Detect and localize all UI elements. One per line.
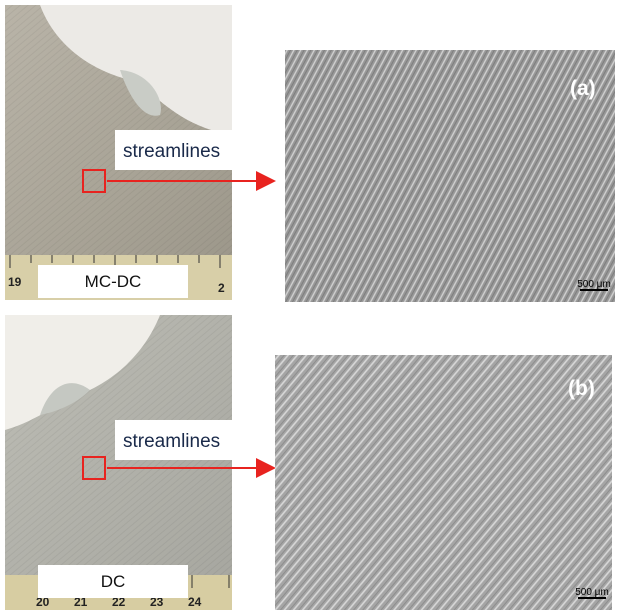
panel-label: (b) xyxy=(568,377,595,400)
panel-label: (a) xyxy=(570,77,596,100)
annotation: streamlines xyxy=(123,141,220,162)
scale-bar: 500 μm xyxy=(577,279,611,290)
micrograph-a: (a) 500 μm xyxy=(285,50,615,302)
sample-photo-b: 20 21 22 23 24 DC streamlines xyxy=(5,315,272,610)
scale-bar: 500 μm xyxy=(575,587,609,598)
micrograph-b: (b) 500 μm xyxy=(275,355,612,610)
sample-photo-a: 19 2 MC-DC streamlines xyxy=(5,5,272,300)
ruler-number: 24 xyxy=(188,595,202,609)
condition-label: DC xyxy=(101,572,126,591)
condition-label: MC-DC xyxy=(85,272,142,291)
annotation: streamlines xyxy=(123,431,220,452)
ruler-number: 19 xyxy=(8,275,22,289)
ruler-number: 2 xyxy=(218,281,225,295)
figure: 19 2 MC-DC streamlines (a) 500 μm 20 21 … xyxy=(0,0,622,613)
